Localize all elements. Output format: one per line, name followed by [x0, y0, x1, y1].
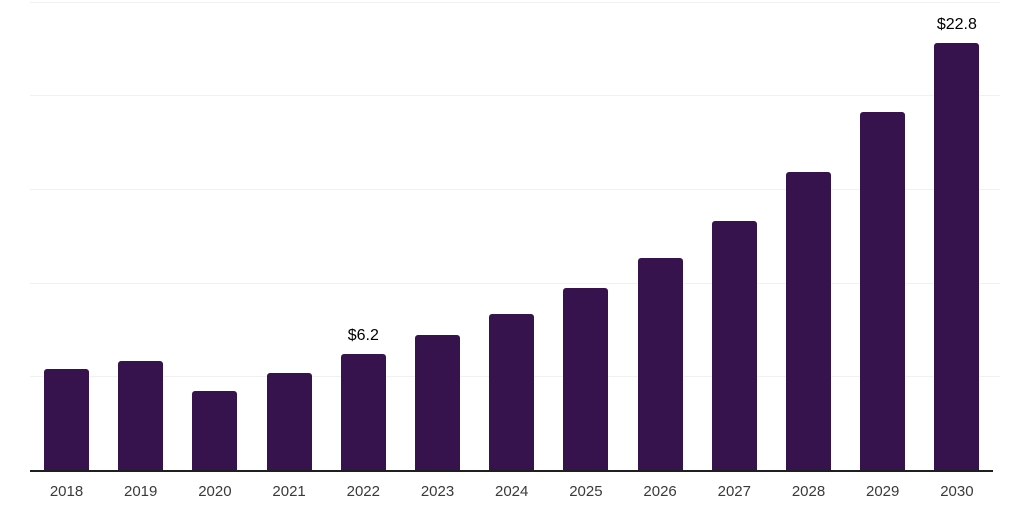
bar-2020	[192, 391, 238, 470]
x-tick-2026: 2026	[643, 483, 677, 500]
bar-2023	[415, 335, 460, 470]
x-tick-2023: 2023	[420, 483, 455, 500]
x-tick-2025: 2025	[569, 483, 603, 500]
x-tick-2024: 2024	[495, 483, 529, 500]
bar-2021	[266, 372, 312, 470]
x-tick-2028: 2028	[791, 483, 826, 500]
x-tick-2027: 2027	[717, 483, 751, 500]
x-tick-2019: 2019	[124, 483, 158, 500]
bar-value-label-2030: $22.8	[936, 15, 977, 33]
bar-2030	[934, 42, 980, 470]
gridline-10	[30, 282, 1000, 284]
x-tick-2022: 2022	[346, 483, 380, 500]
gridline-15	[30, 188, 1000, 190]
x-tick-2018: 2018	[49, 483, 84, 500]
x-tick-2030: 2030	[940, 483, 974, 500]
bar-2024	[489, 314, 535, 470]
bar-2026	[637, 258, 683, 470]
x-tick-2020: 2020	[198, 483, 232, 500]
bar-2028	[786, 172, 831, 470]
bar-2027	[711, 220, 757, 470]
x-tick-2029: 2029	[866, 483, 900, 500]
gridline-20	[30, 95, 1000, 97]
bar-2022	[340, 353, 386, 470]
x-axis-line	[30, 470, 993, 472]
bar-2019	[118, 361, 164, 470]
x-tick-2021: 2021	[272, 483, 306, 500]
bar-value-label-2022: $6.2	[347, 326, 379, 344]
bar-2029	[860, 112, 906, 470]
bar-2018	[44, 368, 89, 470]
bar-2025	[563, 288, 609, 470]
gridline-25	[30, 1, 1000, 3]
